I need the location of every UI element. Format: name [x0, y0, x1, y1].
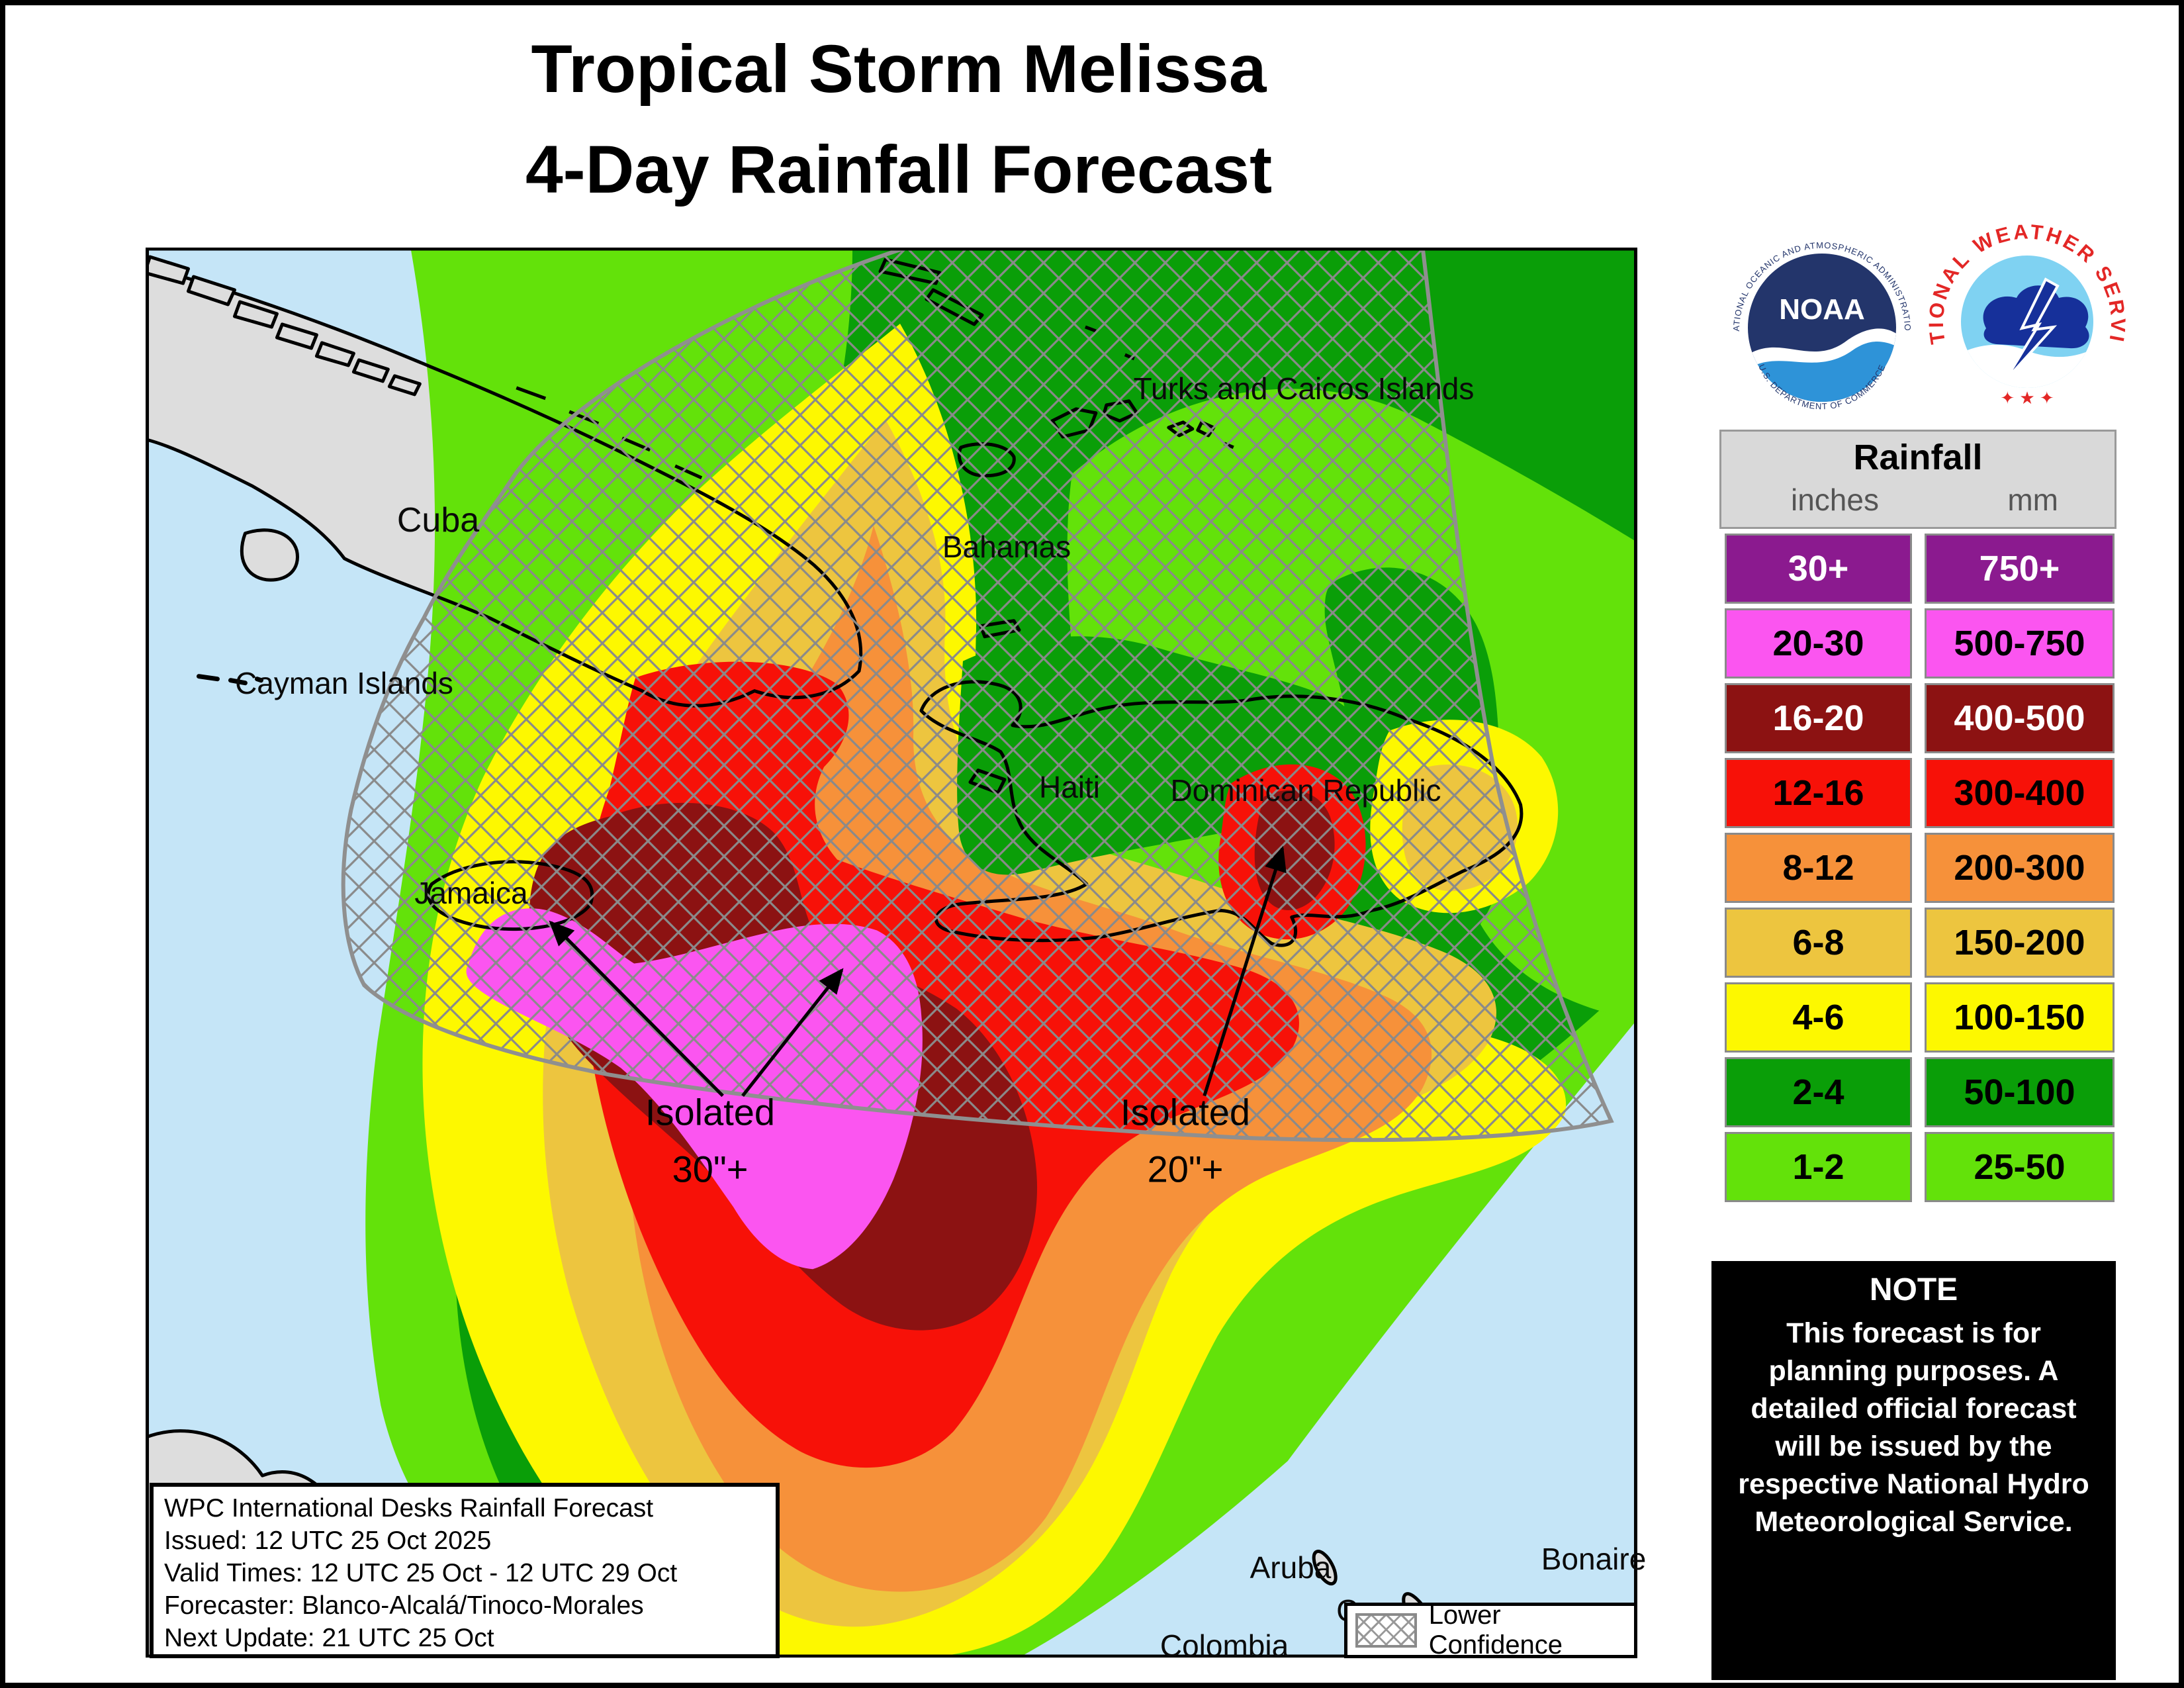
legend-cell-mm: 500-750 — [1925, 608, 2115, 679]
lower-confidence-label: Lower Confidence — [1428, 1601, 1563, 1660]
title-line-1: Tropical Storm Melissa — [531, 31, 1267, 107]
legend-row: 20-30 500-750 — [1719, 608, 2116, 679]
rainfall-forecast-map: Cuba Cayman Islands Jamaica Bahamas Turk… — [146, 248, 1646, 1663]
legend-row: 30+ 750+ — [1719, 534, 2116, 604]
annotation-arrows — [549, 845, 1287, 1098]
legend-cell-inches: 2-4 — [1725, 1057, 1912, 1127]
label-turks-caicos: Turks and Caicos Islands — [1133, 371, 1475, 406]
nws-logo-graphic: NATIONAL WEATHER SERVICE ✦ ★ ✦ — [1919, 205, 2127, 420]
label-bonaire: Bonaire — [1541, 1542, 1647, 1576]
noaa-logo: NOAA NATIONAL OCEANIC AND ATMOSPHERIC AD… — [1723, 224, 1918, 424]
florida-keys — [146, 255, 422, 397]
legend-header: Rainfall inches mm — [1719, 430, 2116, 529]
legend-cell-mm: 100-150 — [1925, 982, 2115, 1053]
legend-cell-mm: 300-400 — [1925, 758, 2115, 828]
crosshatch-swatch-icon — [1355, 1613, 1417, 1648]
legend-row: 8-12 200-300 — [1719, 833, 2116, 903]
note-title: NOTE — [1869, 1272, 1958, 1307]
nws-lightning-icon — [2003, 277, 2060, 383]
rainfall-map-svg — [146, 248, 1637, 1658]
legend-cell-inches: 8-12 — [1725, 833, 1912, 903]
map-frame — [146, 248, 1637, 1658]
note-box: NOTE This forecast is for planning purpo… — [1711, 1261, 2116, 1680]
info-line-3: Valid Times: 12 UTC 25 Oct - 12 UTC 29 O… — [164, 1559, 678, 1587]
nws-logo: NATIONAL WEATHER SERVICE ✦ ★ ✦ — [1919, 205, 2127, 422]
cayman-islands — [196, 674, 263, 686]
legend-cell-inches: 1-2 — [1725, 1132, 1912, 1202]
legend-unit-mm: mm — [2007, 483, 2058, 517]
label-haiti: Haiti — [1038, 770, 1101, 804]
title-line-2: 4-Day Rainfall Forecast — [525, 132, 1273, 207]
legend-cell-mm: 400-500 — [1925, 683, 2115, 753]
rainfall-legend: Rainfall inches mm 30+ 750+ 20-30 500-75… — [1719, 430, 2116, 1202]
info-line-2: Issued: 12 UTC 25 Oct 2025 — [164, 1526, 492, 1555]
label-cayman-islands: Cayman Islands — [235, 666, 453, 700]
lower-confidence-legend: Lower Confidence — [1344, 1601, 1637, 1660]
legend-cell-inches: 6-8 — [1725, 908, 1912, 978]
legend-cell-mm: 200-300 — [1925, 833, 2115, 903]
legend-row: 12-16 300-400 — [1719, 758, 2116, 828]
legend-cell-inches: 30+ — [1725, 534, 1912, 604]
legend-row: 6-8 150-200 — [1719, 908, 2116, 978]
noaa-logo-graphic: NOAA NATIONAL OCEANIC AND ATMOSPHERIC AD… — [1723, 224, 1917, 422]
label-aruba: Aruba — [1250, 1550, 1332, 1585]
label-bahamas: Bahamas — [942, 530, 1071, 564]
label-colombia: Colombia — [1160, 1628, 1289, 1663]
label-dominican-republic: Dominican Republic — [1170, 773, 1441, 808]
info-line-1: WPC International Desks Rainfall Forecas… — [164, 1494, 654, 1523]
forecast-info-box: WPC International Desks Rainfall Forecas… — [150, 1483, 780, 1658]
nws-stars: ✦ ★ ✦ — [2000, 388, 2054, 408]
arrow-isolated30-jamaica — [549, 920, 724, 1098]
legend-unit-inches: inches — [1791, 483, 1879, 517]
isla-juventud — [240, 528, 299, 582]
label-cuba: Cuba — [396, 501, 480, 539]
info-line-4: Forecaster: Blanco-Alcalá/Tinoco-Morales — [164, 1591, 644, 1620]
annotation-isolated30-line1: Isolated — [645, 1091, 776, 1133]
annotation-isolated20-line1: Isolated — [1120, 1091, 1251, 1133]
legend-cell-mm: 50-100 — [1925, 1057, 2115, 1127]
noaa-seagull-icon — [1748, 328, 1896, 374]
legend-cell-mm: 150-200 — [1925, 908, 2115, 978]
page-title: Tropical Storm Melissa 4-Day Rainfall Fo… — [237, 19, 1561, 220]
legend-row: 1-2 25-50 — [1719, 1132, 2116, 1202]
legend-cell-inches: 20-30 — [1725, 608, 1912, 679]
legend-cell-inches: 16-20 — [1725, 683, 1912, 753]
legend-cell-mm: 25-50 — [1925, 1132, 2115, 1202]
arrow-isolated30-haiti — [741, 968, 844, 1097]
annotation-isolated30-line2: 30"+ — [672, 1148, 749, 1190]
arrow-isolated20-dr — [1203, 845, 1287, 1097]
label-jamaica: Jamaica — [414, 876, 528, 910]
legend-row: 4-6 100-150 — [1719, 982, 2116, 1053]
aruba-island — [1312, 1550, 1338, 1586]
legend-title: Rainfall — [1853, 438, 1983, 477]
lower-confidence-region — [341, 248, 1614, 1143]
note-body: This forecast is for planning purposes. … — [1738, 1317, 2089, 1538]
info-line-5: Next Update: 21 UTC 25 Oct — [164, 1624, 494, 1652]
noaa-wordmark: NOAA — [1779, 293, 1865, 326]
legend-cell-inches: 12-16 — [1725, 758, 1912, 828]
legend-cell-mm: 750+ — [1925, 534, 2115, 604]
legend-row: 2-4 50-100 — [1719, 1057, 2116, 1127]
annotation-isolated20-line2: 20"+ — [1147, 1148, 1224, 1190]
legend-cell-inches: 4-6 — [1725, 982, 1912, 1053]
legend-row: 16-20 400-500 — [1719, 683, 2116, 753]
